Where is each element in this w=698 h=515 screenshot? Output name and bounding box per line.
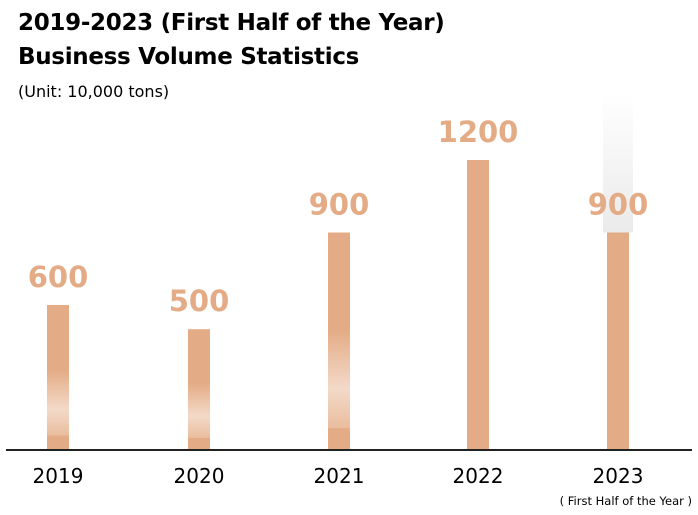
x-tick-label-2022: 2022 [453, 464, 504, 488]
value-label-2022: 1200 [438, 115, 519, 149]
bar-top-haze [603, 92, 633, 233]
unit-label: (Unit: 10,000 tons) [18, 82, 170, 101]
value-label-2023: 900 [588, 188, 649, 222]
bars-group [46, 92, 633, 450]
bar-haze-2021 [327, 330, 351, 429]
value-label-2020: 500 [169, 284, 230, 318]
chart-title-line-2: Business Volume Statistics [18, 44, 360, 70]
bar-haze-2019 [46, 370, 70, 436]
chart-title: 2019-2023 (First Half of the Year) Busin… [18, 6, 445, 74]
value-label-2021: 900 [309, 188, 370, 222]
x-tick-label-2019: 2019 [33, 464, 84, 488]
labels-group: 600 2019 500 2020 900 2021 1200 2022 900 2023 [28, 115, 649, 488]
x-tick-label-2021: 2021 [314, 464, 365, 488]
first-half-note: ( First Half of the Year ) [559, 494, 692, 508]
x-tick-label-2023: 2023 [593, 464, 644, 488]
chart-title-line-1: 2019-2023 (First Half of the Year) [18, 10, 445, 36]
x-tick-label-2020: 2020 [174, 464, 225, 488]
bar-2022 [467, 160, 489, 450]
value-label-2019: 600 [28, 260, 89, 294]
bar-2023 [607, 232, 629, 450]
bar-haze-2020 [187, 383, 211, 438]
